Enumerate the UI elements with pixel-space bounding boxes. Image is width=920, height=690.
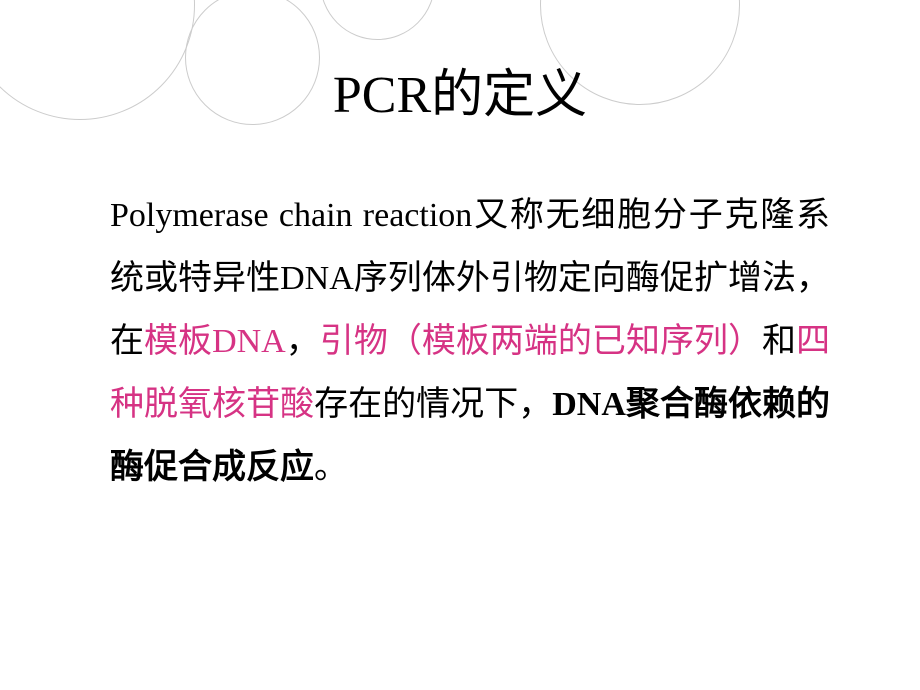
title-cjk: 的定义: [431, 67, 587, 124]
bold-dna: DNA: [552, 386, 626, 423]
highlight-template-dna: DNA: [212, 323, 286, 360]
body-mid: 和: [762, 323, 796, 360]
highlight-primer: 引物（模板两端的已知序列）: [320, 323, 762, 360]
body-dna-1: DNA: [280, 260, 354, 297]
body-latin-1: Polymerase chain reaction: [110, 197, 472, 234]
body-seg2: 存在的情况下，: [314, 386, 552, 423]
highlight-template: 模板: [144, 323, 212, 360]
comma-1: ，: [286, 323, 320, 360]
title-latin: PCR: [333, 67, 431, 124]
decor-circle-3: [320, 0, 435, 40]
period: 。: [314, 449, 348, 486]
slide-title: PCR的定义: [0, 52, 920, 127]
slide-body: Polymerase chain reaction又称无细胞分子克隆系统或特异性…: [110, 185, 830, 499]
